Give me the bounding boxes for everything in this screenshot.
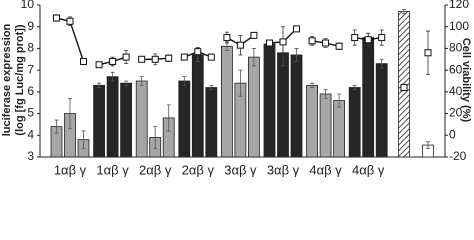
y2-tick-label: -20 (449, 149, 467, 163)
viability-marker (80, 57, 87, 65)
viability-marker (400, 84, 408, 92)
bar (106, 76, 119, 158)
viability-marker (250, 31, 258, 39)
error-bar (81, 130, 86, 149)
y2-tick-label: 60 (449, 62, 463, 76)
y-tick-label: 9 (27, 19, 34, 33)
viability-marker (109, 57, 117, 65)
bar (247, 56, 260, 158)
viability-marker (223, 34, 231, 42)
x-tick-label: 3αβ γ (267, 162, 300, 177)
error-bar (294, 48, 299, 62)
x-tick-label: 1αβ γ (96, 162, 129, 177)
viability-marker (378, 34, 386, 42)
y-tick-label: 4 (27, 127, 34, 141)
error-bar (251, 48, 256, 67)
viability-marker (151, 55, 159, 63)
viability-marker (351, 34, 359, 42)
x-tick-label: 4αβ γ (309, 162, 342, 177)
viability-marker (66, 17, 74, 25)
y-tick-label: 8 (27, 41, 34, 55)
bar (333, 100, 346, 158)
bar (120, 82, 132, 158)
error-bar (337, 93, 342, 108)
bar (191, 54, 204, 158)
y2-tick-label: 100 (449, 19, 469, 33)
y2-title: Cell viability (%) (460, 38, 472, 123)
y-title: luciferase expression (1, 23, 13, 136)
bar (135, 80, 148, 158)
viability-marker (53, 14, 60, 22)
x-tick-label: 1αβ γ (54, 162, 87, 177)
error-bar (379, 58, 384, 69)
viability-marker (95, 61, 103, 69)
error-bar (97, 82, 102, 88)
error-bar (110, 71, 115, 82)
y2-tick-label: 40 (449, 84, 463, 98)
x-tick-label: 3αβ γ (224, 162, 257, 177)
bar (93, 84, 105, 158)
y-tick-label: 5 (27, 106, 34, 120)
viability-marker (424, 49, 432, 57)
error-bar (310, 82, 315, 88)
bar (205, 87, 218, 158)
y2-tick-label: 0 (449, 127, 456, 141)
y2-tick-label: 20 (449, 106, 463, 120)
viability-marker (266, 39, 273, 47)
bar (277, 52, 289, 158)
y-title: (log [fg Luc/mg prot]) (14, 24, 26, 136)
viability-marker (207, 53, 215, 61)
viability-marker (279, 38, 287, 46)
error-bar (352, 84, 357, 91)
bar (178, 80, 191, 158)
x-tick-label: 4αβ γ (352, 162, 385, 177)
viability-marker (293, 25, 300, 33)
error-bar (402, 8, 406, 15)
bar (375, 63, 388, 158)
y2-tick-label: 80 (449, 41, 463, 55)
bar (319, 93, 332, 158)
bar (306, 84, 319, 158)
bar (362, 37, 375, 158)
bar (220, 45, 233, 158)
bar (348, 87, 361, 158)
viability-marker (364, 36, 372, 44)
x-tick-label: 2αβ γ (182, 162, 215, 177)
chart: luciferase expression (log [fg Luc/mg pr… (1, 0, 472, 177)
viability-marker (180, 53, 188, 61)
error-bar (238, 69, 243, 97)
error-bar (124, 80, 129, 86)
y-tick-label: 7 (27, 62, 34, 76)
viability-marker (194, 48, 202, 56)
error-bar (426, 141, 430, 149)
viability-marker (335, 42, 343, 50)
error-bar (68, 97, 72, 130)
viability-marker (138, 55, 146, 63)
error-bar (209, 84, 214, 91)
viability-marker (165, 54, 173, 62)
y-tick-label: 10 (21, 0, 35, 11)
y2-tick-label: 120 (449, 0, 469, 11)
bar (263, 43, 276, 158)
viability-marker (122, 53, 130, 61)
x-tick-label: 2αβ γ (139, 162, 172, 177)
viability-marker (236, 41, 244, 49)
error-bar (139, 76, 144, 86)
viability-marker (322, 39, 330, 47)
bar (290, 54, 303, 158)
error-bar (323, 89, 328, 99)
error-bar (153, 126, 158, 149)
viability-marker (308, 37, 316, 45)
error-bar (166, 104, 171, 132)
y-tick-label: 3 (27, 149, 34, 163)
error-bar (182, 76, 187, 86)
y-tick-label: 6 (27, 84, 34, 98)
error-bar (54, 119, 59, 134)
